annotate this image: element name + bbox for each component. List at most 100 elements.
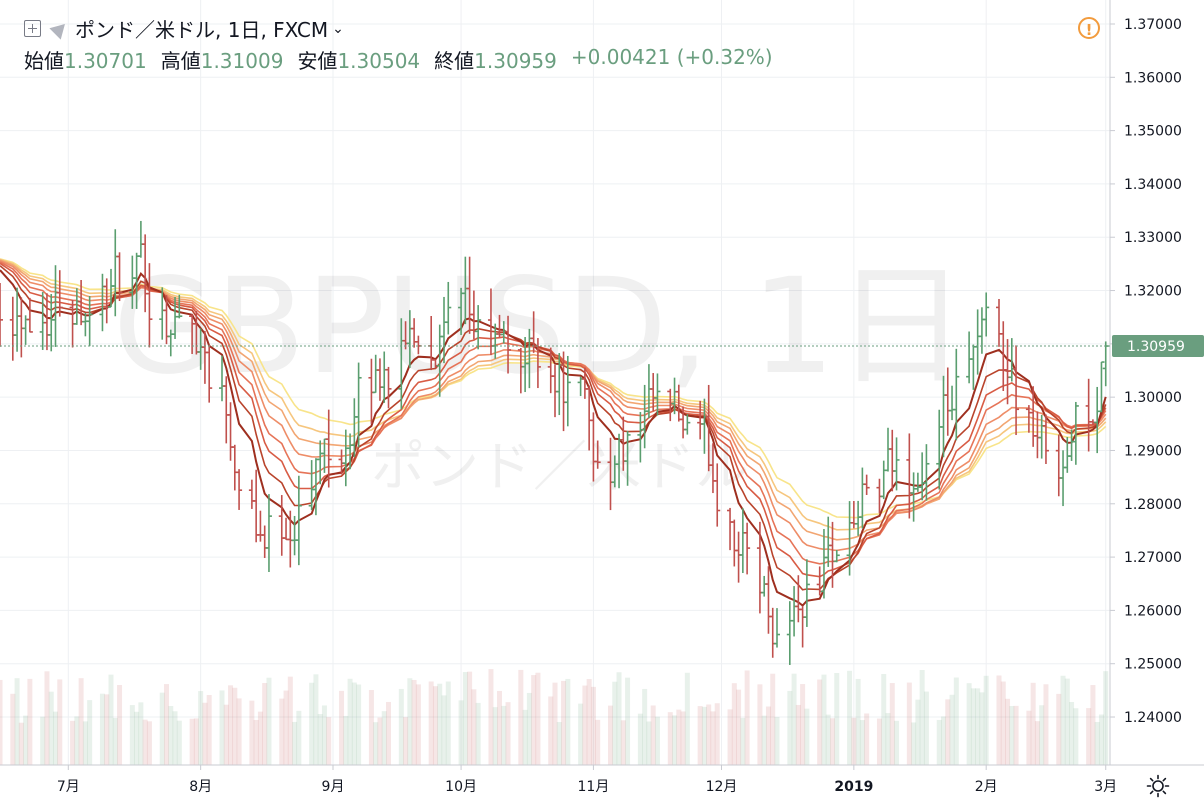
volume-bar bbox=[1098, 714, 1104, 765]
symbol-title[interactable]: ポンド／米ドル, 1日, FXCM bbox=[75, 18, 329, 42]
volume-bar bbox=[82, 721, 88, 765]
ohlc-bar bbox=[880, 460, 887, 500]
volume-bar bbox=[859, 720, 865, 765]
ohlc-bar bbox=[146, 263, 153, 348]
volume-bar bbox=[847, 670, 853, 765]
volume-bar bbox=[616, 672, 622, 765]
volume-bar bbox=[283, 690, 289, 765]
volume-bar bbox=[1064, 678, 1070, 765]
volume-bar bbox=[949, 694, 955, 765]
time-axis: 7月 8月 9月 10月 11月 12月 2019 2月 3月 bbox=[57, 765, 1117, 795]
ohlc-bar bbox=[1098, 361, 1105, 413]
flag-icon[interactable] bbox=[49, 17, 71, 40]
volume-bar bbox=[70, 720, 76, 765]
volume-bar bbox=[855, 678, 861, 765]
ohlc-bar bbox=[833, 549, 840, 563]
chevron-down-icon[interactable]: ⌄ bbox=[332, 20, 344, 37]
volume-bar bbox=[923, 691, 929, 765]
volume-bar bbox=[625, 677, 631, 765]
volume-bar bbox=[74, 716, 80, 765]
plus-icon[interactable] bbox=[24, 20, 41, 37]
volume-bar bbox=[1094, 722, 1100, 765]
volume-bar bbox=[1069, 702, 1075, 765]
price-tick-label: 1.27000 bbox=[1124, 550, 1182, 566]
svg-text:1.30959: 1.30959 bbox=[1127, 339, 1185, 355]
ohlc-bar bbox=[594, 440, 601, 469]
volume-bar bbox=[292, 721, 298, 765]
volume-bar bbox=[770, 673, 776, 765]
volume-bar bbox=[680, 711, 686, 765]
ohlc-bar bbox=[505, 315, 512, 374]
volume-bar bbox=[1039, 705, 1045, 765]
gear-icon[interactable] bbox=[1146, 774, 1170, 798]
ohlc-bar bbox=[86, 296, 93, 347]
volume-bar bbox=[347, 678, 353, 765]
ohlc-bar bbox=[1060, 450, 1067, 507]
volume-bar bbox=[706, 704, 712, 765]
volume-bar bbox=[535, 672, 541, 765]
volume-bar bbox=[1073, 708, 1079, 765]
volume-bar bbox=[202, 702, 208, 765]
ohlc-bar bbox=[893, 437, 900, 491]
volume-bar bbox=[317, 714, 323, 765]
volume-bar bbox=[979, 692, 985, 765]
volume-bar bbox=[48, 691, 54, 765]
volume-bar bbox=[176, 720, 182, 765]
volume-bar bbox=[138, 702, 144, 765]
volume-bar bbox=[757, 684, 763, 765]
warning-icon[interactable]: ! bbox=[1078, 17, 1100, 39]
volume-bar bbox=[795, 704, 801, 765]
time-tick-label: 2月 bbox=[975, 779, 998, 795]
volume-bar bbox=[266, 677, 272, 765]
volume-bar bbox=[501, 705, 507, 765]
ohlc-bar bbox=[342, 429, 349, 487]
volume-bar bbox=[953, 677, 959, 765]
volume-bar bbox=[526, 692, 532, 765]
ohlc-bar bbox=[923, 444, 930, 501]
volume-bar bbox=[894, 720, 900, 765]
volume-bar bbox=[1056, 693, 1062, 765]
volume-bar bbox=[287, 676, 293, 765]
volume-bar bbox=[99, 693, 105, 765]
volume-bar bbox=[787, 690, 793, 765]
volume-bar bbox=[919, 670, 925, 765]
ohlc-bar bbox=[116, 252, 123, 302]
volume-bar bbox=[313, 674, 319, 765]
volume-bar bbox=[467, 671, 473, 765]
volume-bar bbox=[377, 717, 383, 765]
ohlc-bar bbox=[774, 608, 780, 648]
price-tick-label: 1.32000 bbox=[1124, 284, 1182, 300]
ohlc-bar bbox=[564, 355, 571, 427]
volume-bar bbox=[206, 694, 212, 765]
volume-bar bbox=[676, 709, 682, 765]
volume-bar bbox=[381, 711, 387, 765]
volume-bar bbox=[219, 690, 225, 765]
volume-bar bbox=[911, 722, 917, 765]
volume-bar bbox=[249, 700, 255, 765]
volume-bar bbox=[1043, 684, 1049, 765]
volume-bar bbox=[608, 705, 613, 765]
volume-bar bbox=[612, 681, 618, 765]
ohlc-bar bbox=[731, 519, 738, 567]
price-tick-label: 1.30000 bbox=[1124, 390, 1182, 406]
ohlc-bar bbox=[910, 472, 917, 522]
volume-bar bbox=[339, 690, 345, 765]
volume-bar bbox=[915, 699, 921, 765]
volume-bar bbox=[595, 719, 601, 765]
volume-bar bbox=[236, 698, 242, 765]
ohlc-bar bbox=[953, 348, 960, 441]
volume-bar bbox=[117, 684, 123, 765]
volume-bar bbox=[253, 719, 259, 765]
volume-bar bbox=[296, 710, 302, 765]
volume-bar bbox=[462, 672, 468, 765]
ohlc-bar bbox=[26, 297, 33, 333]
volume-bar bbox=[1034, 721, 1040, 765]
ohlc-bar bbox=[176, 294, 183, 319]
volume-bar bbox=[445, 681, 451, 765]
ohlc-bar bbox=[1055, 434, 1062, 497]
volume-bar bbox=[1060, 675, 1066, 765]
volume-bar bbox=[710, 711, 716, 765]
volume-bar bbox=[27, 678, 33, 765]
volume-bar bbox=[672, 715, 678, 765]
